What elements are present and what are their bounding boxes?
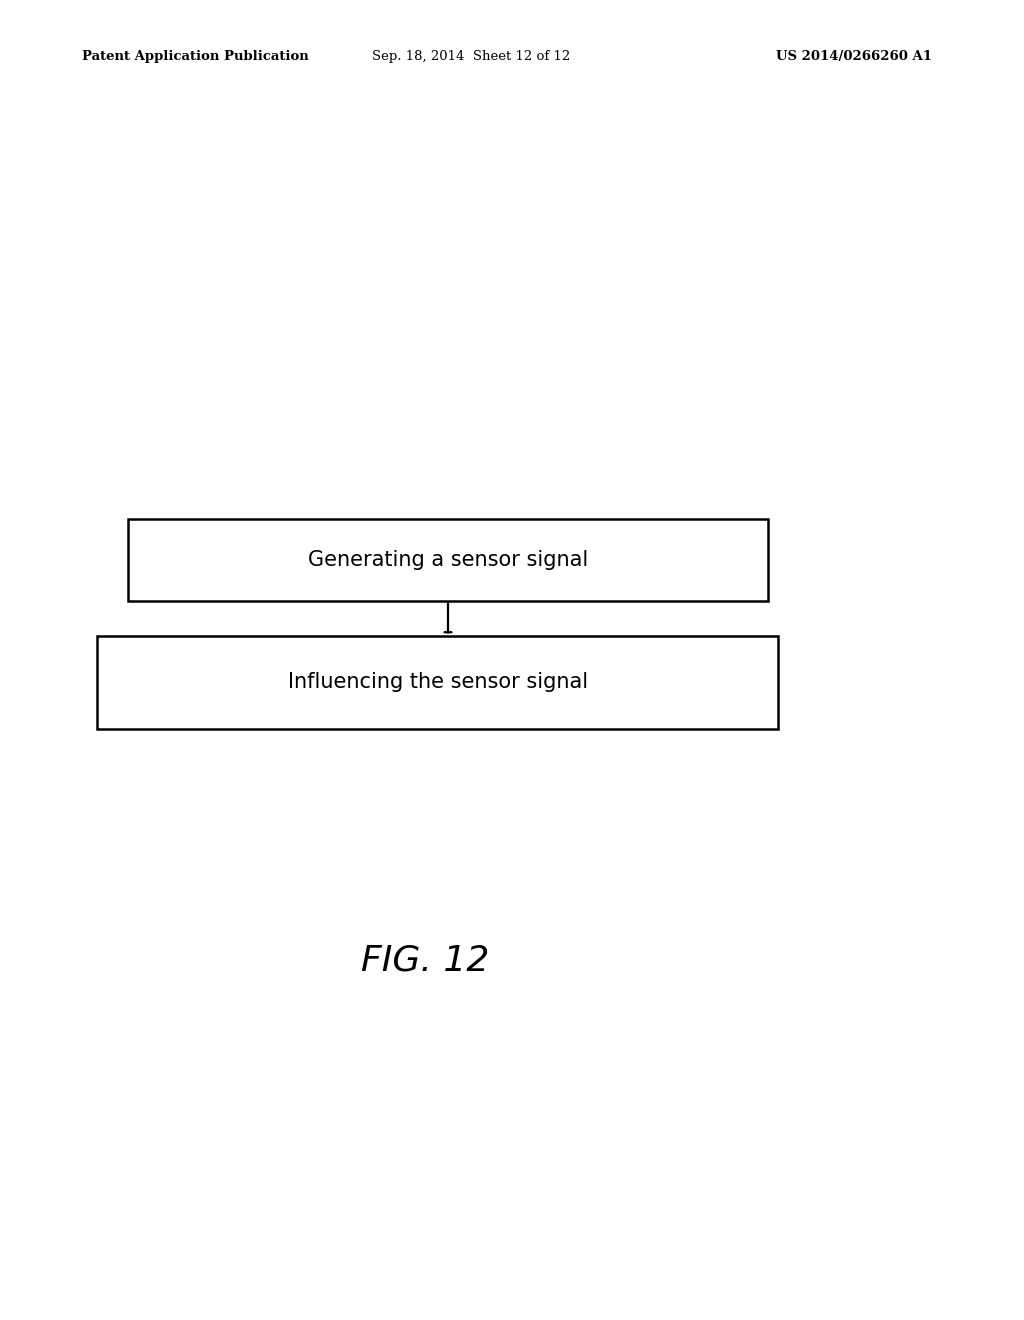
Text: Patent Application Publication: Patent Application Publication — [82, 50, 308, 63]
Bar — [128, 519, 768, 601]
Bar — [97, 636, 778, 729]
Text: FIG. 12: FIG. 12 — [360, 944, 489, 978]
Text: US 2014/0266260 A1: US 2014/0266260 A1 — [776, 50, 932, 63]
Text: Influencing the sensor signal: Influencing the sensor signal — [288, 672, 588, 693]
Text: Generating a sensor signal: Generating a sensor signal — [308, 549, 588, 570]
Text: Sep. 18, 2014  Sheet 12 of 12: Sep. 18, 2014 Sheet 12 of 12 — [372, 50, 570, 63]
